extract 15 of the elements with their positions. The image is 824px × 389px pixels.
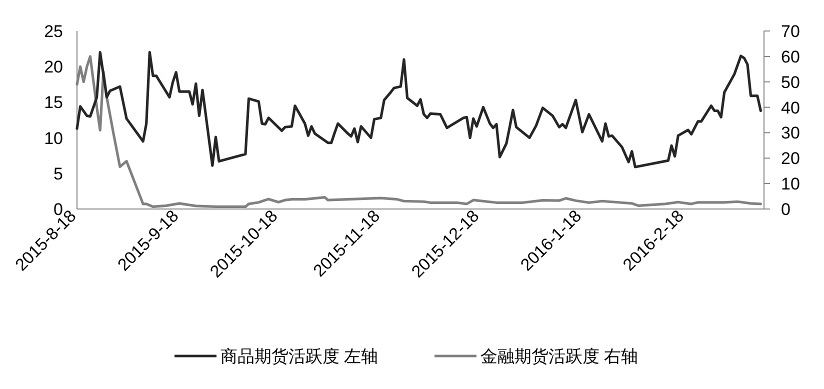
y-tick-label: 10	[44, 128, 63, 148]
y-tick-label: 15	[44, 93, 63, 112]
y2-tick-label: 50	[781, 72, 800, 92]
y2-tick-label: 30	[781, 124, 800, 143]
y-tick-label: 20	[44, 58, 63, 77]
y-tick-label: 25	[44, 22, 63, 41]
legend-label: 商品期货活跃度 左轴	[220, 347, 378, 366]
y-tick-label: 5	[54, 164, 63, 184]
y2-tick-label: 10	[781, 174, 800, 194]
legend-label: 金融期货活跃度 右轴	[480, 347, 638, 366]
y2-tick-label: 60	[781, 47, 800, 66]
y2-tick-label: 70	[781, 22, 800, 41]
y2-tick-label: 20	[781, 149, 800, 168]
y2-tick-label: 40	[781, 98, 800, 118]
y2-tick-label: 0	[781, 200, 790, 219]
